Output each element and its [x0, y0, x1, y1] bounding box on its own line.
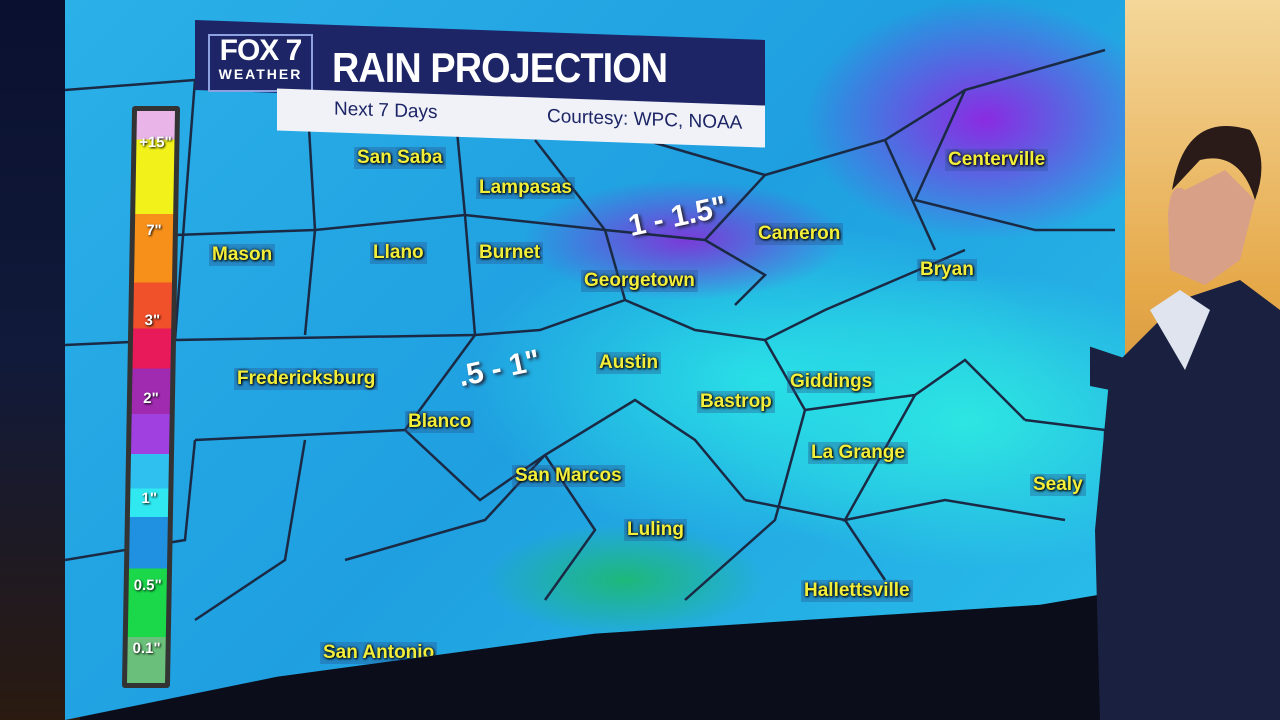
- city-label: San Marcos: [512, 465, 625, 487]
- logo-text: FOX 7: [219, 34, 303, 67]
- legend-tick: 3": [144, 312, 161, 329]
- legend-tick: 2": [143, 390, 159, 407]
- graphic-title: RAIN PROJECTION: [332, 44, 668, 91]
- city-label: Burnet: [476, 242, 544, 264]
- city-label: San Antonio: [320, 642, 438, 664]
- city-label: Georgetown: [581, 270, 698, 292]
- city-label: Bryan: [917, 259, 977, 281]
- legend-tick: 1": [141, 490, 158, 507]
- legend-tick: +15": [139, 134, 172, 151]
- rainfall-legend: +15" 7" 3" 2" 1" 0.5" 0.1": [121, 106, 181, 688]
- legend-tick: 7": [146, 222, 162, 239]
- presenter: [1090, 126, 1280, 720]
- city-label: Blanco: [405, 411, 475, 433]
- city-label: Lampasas: [476, 177, 575, 199]
- subtitle: Next 7 Days: [334, 98, 438, 124]
- credit: Courtesy: WPC, NOAA: [547, 105, 743, 134]
- legend-tick: 0.5": [133, 577, 162, 594]
- rain-map: San Saba Lampasas Mason Llano Burnet Georgeto…: [65, 0, 1125, 720]
- city-label: Luling: [624, 519, 687, 541]
- city-label: Sealy: [1030, 474, 1086, 496]
- city-label: San Saba: [354, 147, 446, 169]
- city-label: Llano: [370, 242, 427, 264]
- legend-tick: 0.1": [132, 640, 161, 657]
- city-label: Centerville: [945, 149, 1049, 171]
- county-borders: [65, 48, 1115, 622]
- logo-subtext: WEATHER: [218, 66, 303, 82]
- city-label: La Grange: [808, 442, 908, 464]
- city-label: Austin: [596, 352, 662, 374]
- city-label: Bastrop: [697, 391, 775, 413]
- city-label: Fredericksburg: [234, 368, 379, 390]
- city-label: Cameron: [755, 223, 844, 245]
- city-label: Giddings: [787, 371, 876, 393]
- fox7-weather-logo: FOX 7 WEATHER: [208, 34, 313, 92]
- city-label: Mason: [209, 244, 276, 266]
- city-label: Hallettsville: [801, 580, 913, 602]
